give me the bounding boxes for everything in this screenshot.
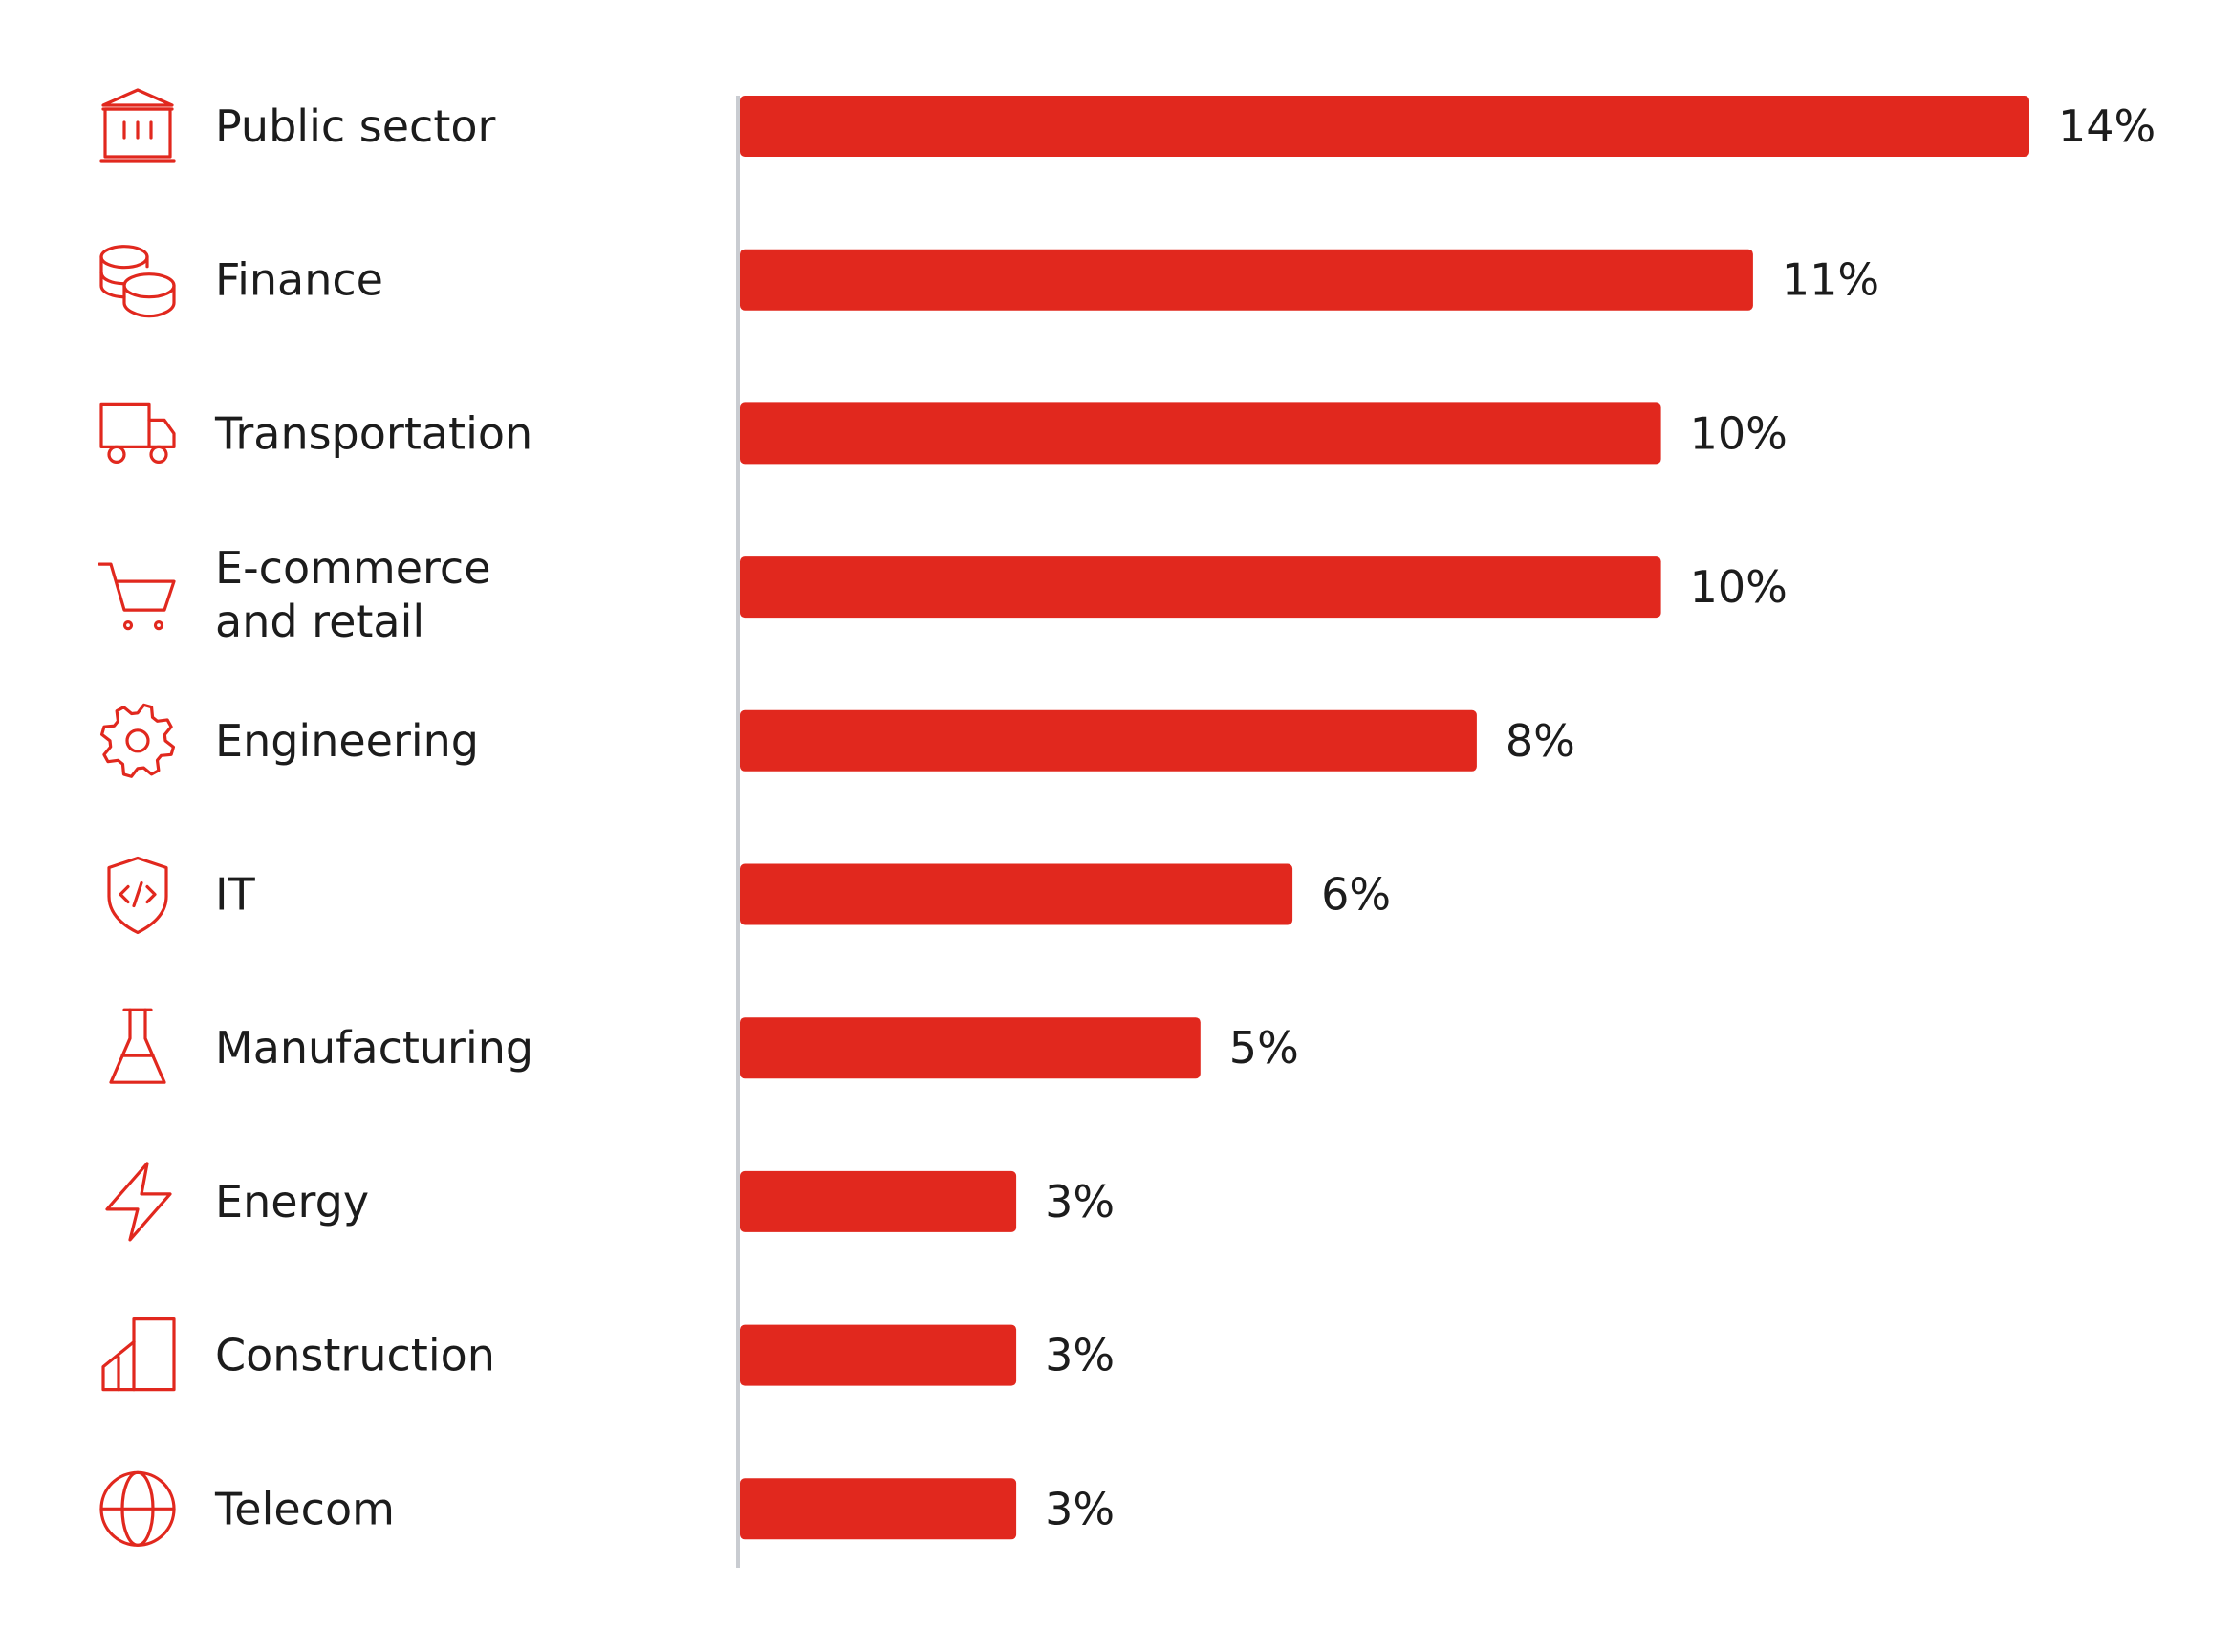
bar — [740, 556, 1661, 619]
value-label: 6% — [1321, 869, 1391, 921]
bar — [740, 1170, 1017, 1232]
value-label: 11% — [1782, 254, 1879, 306]
chart-row: Transportation 10% — [99, 402, 1788, 465]
bar — [740, 1478, 1017, 1540]
bar — [740, 402, 1661, 465]
government-building-icon — [99, 88, 176, 163]
category-label: Public sector — [215, 100, 495, 152]
category-label: Construction — [215, 1330, 495, 1381]
category-label: Energy — [215, 1176, 369, 1228]
chart-row: IT 6% — [107, 856, 1391, 935]
value-label: 5% — [1229, 1022, 1299, 1074]
gear-icon — [99, 703, 176, 778]
bar — [740, 1017, 1201, 1079]
buildings-icon — [101, 1316, 176, 1392]
bar — [740, 96, 2029, 157]
bar — [740, 249, 1753, 311]
truck-icon — [99, 402, 176, 464]
value-label: 8% — [1506, 715, 1575, 767]
chart-row: E-commerce and retail 10% — [98, 542, 1788, 647]
value-label: 10% — [1690, 561, 1788, 613]
value-label: 14% — [2058, 100, 2156, 152]
category-label: Manufacturing — [215, 1022, 533, 1074]
category-label: Telecom — [214, 1483, 395, 1534]
bar — [740, 863, 1293, 925]
chart-row: Manufacturing 5% — [109, 1008, 1299, 1084]
value-label: 3% — [1045, 1176, 1115, 1228]
globe-icon — [99, 1470, 176, 1547]
flask-icon — [109, 1008, 166, 1084]
chart-row: Public sector 14% — [99, 88, 2156, 163]
category-label: Finance — [215, 254, 383, 306]
coins-icon — [99, 245, 176, 318]
chart-row: Construction 3% — [101, 1316, 1115, 1392]
code-shield-icon — [107, 856, 168, 935]
chart-row: Energy 3% — [105, 1162, 1115, 1242]
chart-row: Engineering 8% — [99, 703, 1575, 778]
chart-row: Telecom 3% — [99, 1470, 1115, 1547]
category-label: IT — [215, 869, 256, 921]
chart-row: Finance 11% — [99, 245, 1879, 318]
value-label: 3% — [1045, 1330, 1115, 1381]
lightning-icon — [105, 1162, 172, 1242]
shopping-cart-icon — [98, 562, 176, 631]
value-label: 10% — [1690, 407, 1788, 459]
category-label: E-commerce and retail — [215, 542, 491, 647]
category-label: Transportation — [214, 407, 532, 459]
bar — [740, 1324, 1017, 1386]
category-label: Engineering — [215, 715, 479, 767]
value-label: 3% — [1045, 1483, 1115, 1534]
bar — [740, 709, 1477, 772]
